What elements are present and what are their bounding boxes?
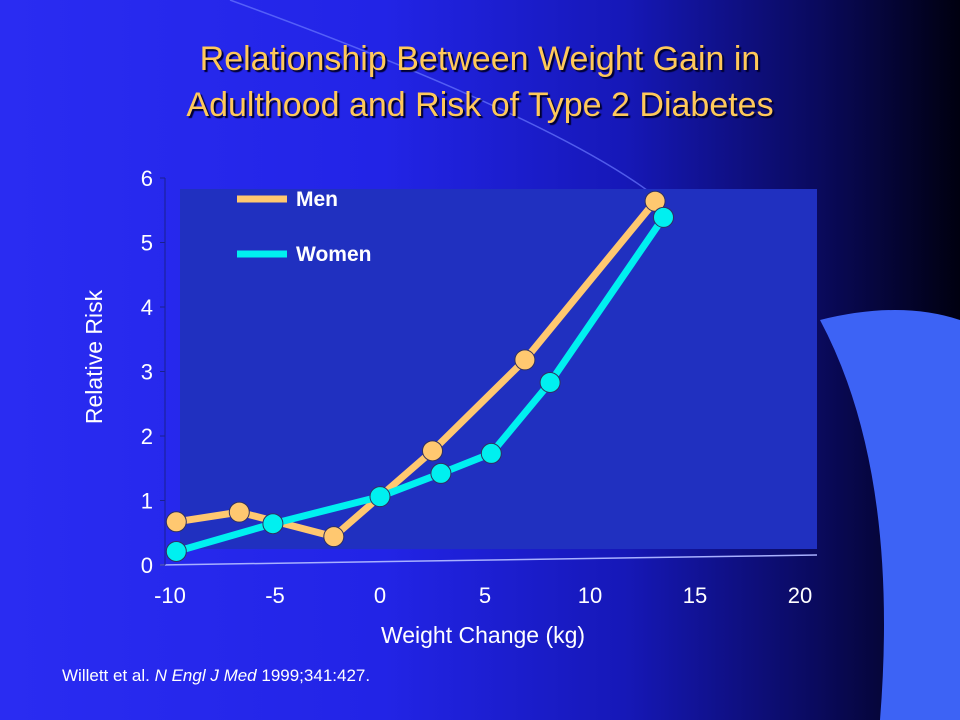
data-point-women	[430, 462, 452, 484]
citation: Willett et al. N Engl J Med 1999;341:427…	[62, 666, 370, 686]
x-tick-label: 20	[788, 583, 812, 608]
data-point-men	[228, 501, 250, 523]
x-tick-label: -5	[265, 583, 285, 608]
data-point-women	[262, 513, 284, 535]
data-point-men	[514, 349, 536, 371]
x-axis-label: Weight Change (kg)	[381, 622, 585, 648]
y-tick-label: 6	[141, 166, 153, 191]
decorative-blue-shape	[820, 310, 960, 720]
series-layer	[165, 190, 674, 562]
decorative-thin-arc	[229, 0, 661, 201]
x-tick-label: 15	[683, 583, 707, 608]
plot-bottom-edge	[159, 554, 818, 566]
x-tick-label: 10	[578, 583, 602, 608]
title-line-2: Adulthood and Risk of Type 2 Diabetes	[186, 86, 774, 124]
data-point-men	[165, 511, 187, 533]
x-tick-label: 5	[479, 583, 491, 608]
legend-label-women: Women	[296, 243, 371, 266]
y-tick-labels: 0 1 2 3 4 5 6	[141, 166, 165, 578]
x-tick-label: 0	[374, 583, 386, 608]
citation-authors: Willett et al.	[62, 666, 155, 685]
y-tick-label: 0	[141, 553, 153, 578]
slide-title: Relationship Between Weight Gain in Adul…	[40, 36, 920, 128]
data-point-women	[653, 206, 674, 228]
x-tick-label: -10	[154, 583, 186, 608]
data-point-women	[480, 442, 502, 464]
y-tick-label: 2	[141, 424, 153, 449]
plot-area	[180, 189, 817, 549]
y-tick-label: 5	[141, 231, 153, 256]
series-women	[165, 206, 674, 562]
title-line-1: Relationship Between Weight Gain in	[199, 40, 761, 78]
y-tick-label: 3	[141, 360, 153, 385]
data-point-men	[422, 440, 443, 462]
y-tick-label: 4	[141, 295, 153, 320]
citation-reference: 1999;341:427.	[256, 666, 371, 685]
legend: Men Women	[237, 188, 371, 266]
y-axis-label: Relative Risk	[81, 289, 107, 424]
data-point-men	[323, 526, 345, 548]
legend-label-men: Men	[296, 188, 338, 211]
data-point-women	[165, 540, 187, 562]
y-tick-label: 1	[141, 489, 153, 514]
citation-journal: N Engl J Med	[154, 666, 257, 685]
data-point-women	[539, 371, 561, 393]
data-point-women	[369, 486, 391, 508]
x-tick-labels: -10 -5 0 5 10 15 20	[154, 583, 812, 608]
